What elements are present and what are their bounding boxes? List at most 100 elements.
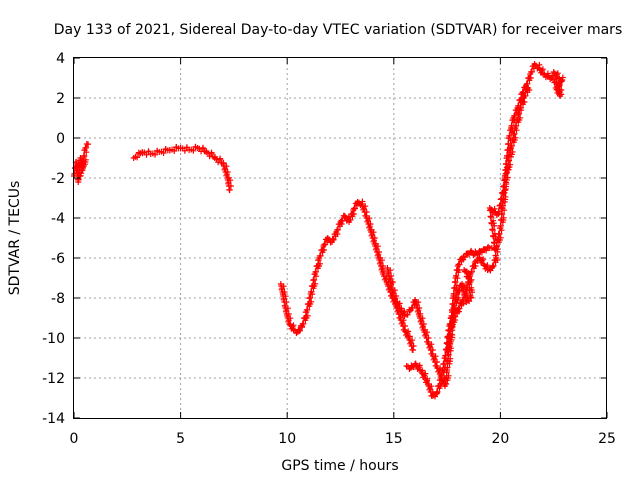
data-point-marker xyxy=(134,154,141,161)
data-point-marker xyxy=(447,338,454,345)
data-point-marker xyxy=(223,171,230,178)
x-tick-label: 10 xyxy=(278,431,296,447)
data-point-marker xyxy=(558,78,565,85)
data-point-marker xyxy=(82,156,89,163)
data-point-marker xyxy=(505,157,512,164)
data-point-marker xyxy=(456,305,463,312)
data-point-marker xyxy=(500,214,507,221)
data-point-marker xyxy=(491,230,498,237)
data-point-marker xyxy=(418,317,425,324)
data-point-marker xyxy=(304,306,311,313)
data-point-marker xyxy=(493,243,500,250)
y-tick-label: -10 xyxy=(42,331,65,347)
data-point-marker xyxy=(300,320,307,327)
data-point-marker xyxy=(466,298,473,305)
data-point-marker xyxy=(322,241,329,248)
data-point-marker xyxy=(497,234,504,241)
data-point-marker xyxy=(317,252,324,259)
x-tick-label: 20 xyxy=(491,431,509,447)
data-point-marker xyxy=(444,346,451,353)
data-point-marker xyxy=(312,280,319,287)
x-tick-label: 5 xyxy=(176,431,185,447)
data-point-marker xyxy=(518,104,525,111)
data-point-marker xyxy=(512,134,519,141)
data-point-marker xyxy=(226,187,233,193)
data-point-marker xyxy=(366,223,373,230)
data-point-marker xyxy=(160,150,167,156)
data-point-marker xyxy=(498,195,505,202)
data-point-marker xyxy=(501,182,508,189)
data-point-marker xyxy=(427,385,434,392)
y-tick-label: -12 xyxy=(42,371,65,387)
data-point-marker xyxy=(423,377,430,384)
data-point-marker xyxy=(422,331,429,338)
data-point-marker xyxy=(351,205,358,212)
data-point-marker xyxy=(528,68,535,75)
data-point-marker xyxy=(442,364,449,371)
data-point-marker xyxy=(304,312,311,319)
data-point-marker xyxy=(447,355,454,362)
data-point-marker xyxy=(427,343,434,350)
chart-title: Day 133 of 2021, Sidereal Day-to-day VTE… xyxy=(54,22,622,38)
y-tick-label: 4 xyxy=(56,51,65,67)
data-point-marker xyxy=(438,380,445,387)
data-point-marker xyxy=(317,260,324,267)
data-point-marker xyxy=(508,142,515,149)
data-point-marker xyxy=(399,319,406,326)
data-point-marker xyxy=(492,252,499,259)
data-point-marker xyxy=(83,141,90,147)
y-tick-label: -8 xyxy=(51,291,65,307)
x-tick-label: 15 xyxy=(385,431,403,447)
data-points xyxy=(71,61,566,400)
data-point-marker xyxy=(375,251,382,258)
data-point-marker xyxy=(447,330,454,337)
data-point-marker xyxy=(496,208,503,215)
x-tick-label: 0 xyxy=(70,431,79,447)
data-point-marker xyxy=(456,287,463,294)
data-point-marker xyxy=(143,151,150,158)
data-point-marker xyxy=(490,239,497,246)
data-point-marker xyxy=(445,372,452,379)
data-point-marker xyxy=(311,276,318,283)
data-point-marker xyxy=(503,170,510,177)
data-point-marker xyxy=(506,132,513,139)
data-point-marker xyxy=(334,226,341,233)
data-point-marker xyxy=(373,245,380,252)
data-point-marker xyxy=(421,372,428,379)
data-point-marker xyxy=(507,161,514,168)
data-point-marker xyxy=(360,205,367,212)
data-point-marker xyxy=(308,288,315,295)
data-point-marker xyxy=(409,347,416,353)
data-point-marker xyxy=(289,323,296,330)
data-point-marker xyxy=(557,93,564,99)
data-point-marker xyxy=(553,71,560,78)
y-tick-label: -14 xyxy=(42,411,65,427)
data-point-marker xyxy=(464,284,471,291)
data-point-marker xyxy=(79,164,86,171)
data-point-marker xyxy=(522,92,529,99)
data-point-marker xyxy=(462,290,469,297)
y-axis-ticks: -14 -12 -10 -8 -6 -4 -2 0 2 4 xyxy=(42,51,607,427)
data-point-marker xyxy=(555,88,562,94)
data-point-marker xyxy=(497,222,504,229)
data-point-marker xyxy=(461,267,468,273)
data-point-marker xyxy=(395,302,402,308)
data-point-marker xyxy=(364,217,371,224)
x-axis-label: GPS time / hours xyxy=(281,458,398,474)
data-point-marker xyxy=(347,216,354,223)
data-point-marker xyxy=(404,330,411,336)
data-point-marker xyxy=(524,80,531,87)
data-point-marker xyxy=(487,213,494,220)
data-point-marker xyxy=(526,74,533,81)
data-point-marker xyxy=(390,289,397,296)
data-point-marker xyxy=(460,296,467,303)
data-point-marker xyxy=(404,311,411,318)
data-point-marker xyxy=(442,352,449,359)
data-point-marker xyxy=(296,327,303,334)
data-point-marker xyxy=(511,130,518,137)
data-point-marker xyxy=(468,276,475,283)
data-point-marker xyxy=(75,176,82,183)
data-point-marker xyxy=(502,187,509,194)
data-point-marker xyxy=(504,174,511,181)
